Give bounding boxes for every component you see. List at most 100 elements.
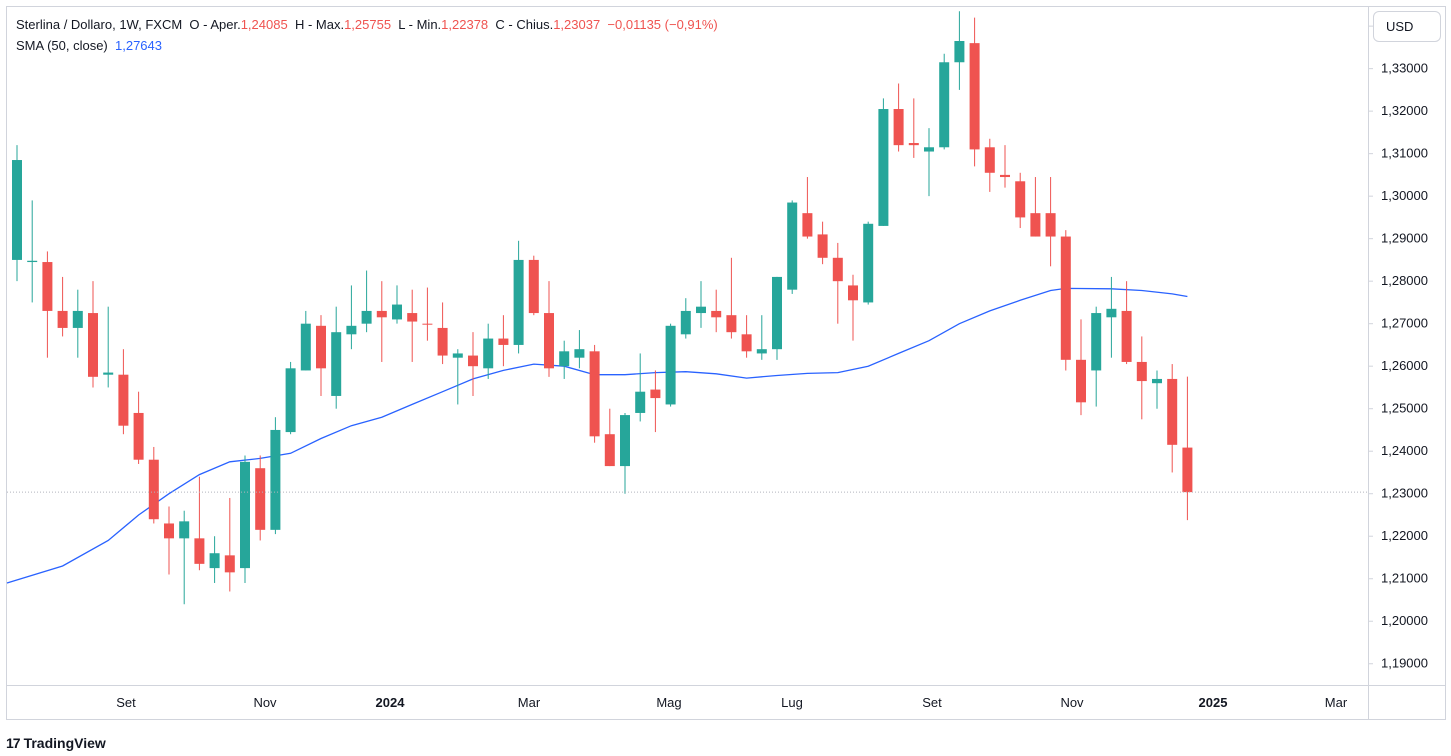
candle-body	[635, 391, 646, 413]
candle[interactable]	[528, 255, 539, 316]
candle[interactable]	[984, 138, 995, 192]
candle[interactable]	[361, 270, 372, 333]
candle[interactable]	[711, 289, 722, 333]
candle[interactable]	[1015, 172, 1026, 229]
candle[interactable]	[908, 98, 919, 158]
candle[interactable]	[513, 240, 524, 354]
x-tick-label: Mag	[656, 695, 681, 710]
candle[interactable]	[802, 177, 813, 239]
candle[interactable]	[209, 536, 220, 583]
candle[interactable]	[544, 281, 554, 377]
candle[interactable]	[133, 391, 144, 464]
candle[interactable]	[1030, 177, 1041, 237]
candle[interactable]	[437, 302, 448, 365]
candle[interactable]	[893, 83, 904, 152]
candlestick-chart[interactable]: 1,340001,330001,320001,310001,300001,290…	[0, 0, 1451, 734]
candle[interactable]	[57, 276, 68, 337]
candle[interactable]	[817, 221, 828, 265]
candle[interactable]	[224, 497, 235, 592]
candle[interactable]	[1182, 376, 1193, 521]
candle[interactable]	[27, 200, 38, 303]
candle[interactable]	[1136, 336, 1147, 420]
candle[interactable]	[1045, 177, 1056, 267]
candle[interactable]	[270, 417, 281, 535]
candle[interactable]	[924, 128, 934, 197]
candle[interactable]	[255, 455, 266, 541]
candle[interactable]	[498, 315, 509, 367]
candle[interactable]	[832, 242, 843, 324]
candle[interactable]	[316, 315, 326, 396]
candle[interactable]	[148, 446, 159, 524]
candle[interactable]	[696, 281, 706, 328]
candle-body	[316, 325, 326, 369]
candle[interactable]	[12, 145, 22, 282]
candle[interactable]	[635, 353, 646, 422]
candle[interactable]	[1167, 364, 1178, 473]
candle[interactable]	[103, 306, 114, 388]
candle[interactable]	[392, 285, 402, 324]
candle[interactable]	[1152, 370, 1162, 409]
candle[interactable]	[787, 200, 798, 294]
candle[interactable]	[650, 370, 661, 433]
candle[interactable]	[726, 257, 737, 339]
candle[interactable]	[72, 289, 83, 358]
candle[interactable]	[589, 344, 600, 443]
candle[interactable]	[620, 412, 630, 494]
candle[interactable]	[1000, 145, 1010, 188]
currency-button[interactable]: USD	[1373, 11, 1441, 42]
candle[interactable]	[346, 285, 357, 350]
candle[interactable]	[1076, 319, 1086, 416]
x-tick-label: Nov	[253, 695, 277, 710]
legend-low-label: L - Min.	[398, 17, 442, 32]
candle[interactable]	[240, 455, 250, 583]
candle[interactable]	[939, 53, 950, 150]
candle[interactable]	[848, 274, 858, 341]
candle[interactable]	[164, 506, 174, 575]
candle[interactable]	[954, 11, 965, 90]
candle[interactable]	[42, 251, 53, 358]
candle[interactable]	[878, 98, 889, 226]
candle[interactable]	[194, 476, 205, 571]
candle[interactable]	[741, 315, 752, 358]
candle[interactable]	[88, 281, 98, 388]
candle[interactable]	[285, 361, 296, 435]
candle[interactable]	[559, 340, 570, 379]
candle[interactable]	[665, 323, 676, 407]
candle[interactable]	[407, 289, 418, 362]
candle[interactable]	[1106, 276, 1117, 358]
y-tick-label: 1,28000	[1381, 273, 1428, 288]
candle-body	[72, 310, 83, 328]
candle[interactable]	[376, 281, 387, 362]
candle[interactable]	[680, 298, 691, 339]
candle[interactable]	[1121, 281, 1132, 365]
candle[interactable]	[604, 408, 615, 467]
candle-body	[513, 259, 524, 345]
candle[interactable]	[1060, 230, 1071, 371]
tradingview-logo[interactable]: 17 TradingView	[6, 734, 106, 752]
candle[interactable]	[118, 349, 129, 435]
y-tick-label: 1,32000	[1381, 103, 1428, 118]
sma-50-line[interactable]	[6, 287, 1188, 584]
candle[interactable]	[863, 221, 874, 305]
candle-body	[802, 213, 813, 237]
candle[interactable]	[468, 332, 478, 396]
x-axis-labels: Set Nov 2024 Mar Mag Lug Set Nov 2025 Mar	[116, 695, 1348, 710]
candle[interactable]	[300, 310, 311, 371]
candle[interactable]	[574, 330, 585, 369]
candle[interactable]	[772, 276, 782, 360]
candle-body	[954, 41, 965, 63]
legend-sma[interactable]: SMA (50, close) 1,27643	[16, 37, 162, 55]
tradingview-logo-text: TradingView	[23, 735, 106, 751]
candle-body	[27, 260, 38, 263]
candle[interactable]	[483, 323, 494, 379]
candle[interactable]	[969, 17, 980, 167]
candle[interactable]	[179, 510, 190, 605]
candle-body	[787, 202, 798, 290]
candle[interactable]	[1091, 306, 1102, 407]
candle-body	[863, 223, 874, 303]
candle[interactable]	[422, 287, 433, 341]
candle[interactable]	[452, 349, 463, 405]
candle[interactable]	[756, 315, 767, 360]
candle[interactable]	[331, 306, 342, 409]
candle-body	[1182, 447, 1193, 493]
